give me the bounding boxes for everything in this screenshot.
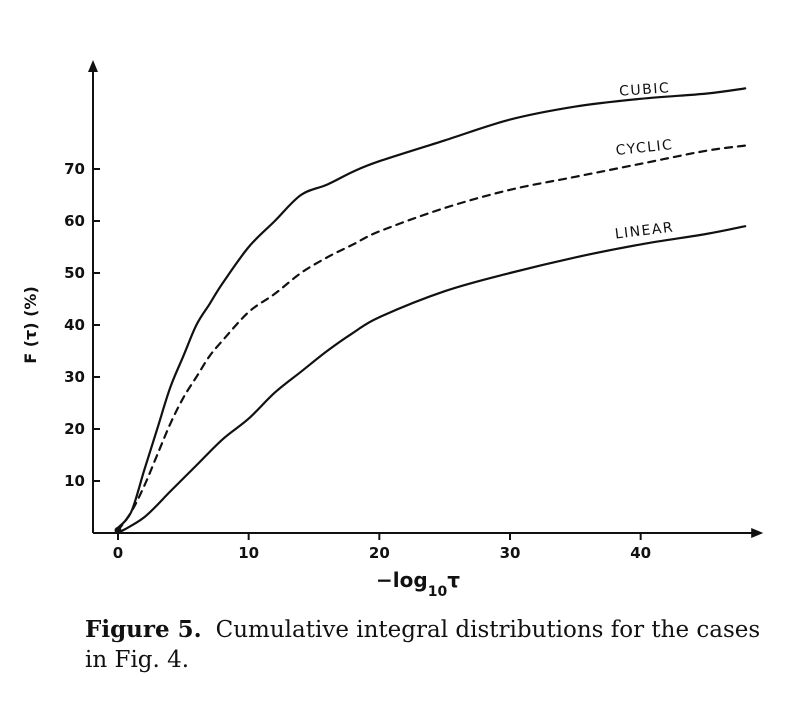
tick-labels: 0 10 20 30 40 10 20 30 40 50 60 70 [64, 160, 651, 562]
y-tick-label: 30 [64, 368, 85, 386]
y-tick-label: 60 [64, 212, 85, 230]
series-label-cubic: CUBIC [619, 80, 671, 100]
x-tick-label: 20 [369, 544, 390, 562]
caption-text: Cumulative integral distributions for th… [85, 617, 761, 673]
series-label-linear: LINEAR [614, 219, 675, 242]
origin-point [114, 526, 122, 534]
x-tick-label: 30 [500, 544, 521, 562]
axes [88, 60, 764, 538]
x-axis-title-symbol: τ [447, 568, 460, 592]
series-label-cyclic: CYCLIC [615, 137, 674, 159]
y-axis-arrow-icon [88, 60, 98, 72]
series-line-cyclic [116, 144, 747, 532]
series-labels: CUBIC CYCLIC LINEAR [614, 80, 675, 242]
x-tick-label: 0 [113, 544, 123, 562]
y-tick-label: 20 [64, 420, 85, 438]
tick-marks [93, 168, 642, 540]
figure-caption: Figure 5. Cumulative integral distributio… [85, 615, 775, 675]
series-line-linear [116, 225, 747, 535]
series-lines [114, 87, 747, 535]
y-axis-title: F (τ) (%) [21, 286, 40, 364]
x-tick-label: 40 [630, 544, 651, 562]
chart: 0 10 20 30 40 10 20 30 40 50 60 70 CUBIC CYCLIC LINEA… [21, 60, 764, 600]
x-axis-title: −log10τ [376, 568, 460, 600]
x-axis-arrow-icon [751, 528, 764, 538]
x-axis-title-subscript: 10 [428, 584, 448, 600]
series-line-cubic [116, 87, 747, 529]
x-tick-label: 10 [238, 544, 259, 562]
caption-label: Figure 5. [85, 616, 202, 643]
x-axis-title-main: −log [376, 568, 428, 592]
y-tick-label: 70 [64, 160, 85, 178]
y-tick-label: 10 [64, 472, 85, 490]
y-tick-label: 40 [64, 316, 85, 334]
y-tick-label: 50 [64, 264, 85, 282]
